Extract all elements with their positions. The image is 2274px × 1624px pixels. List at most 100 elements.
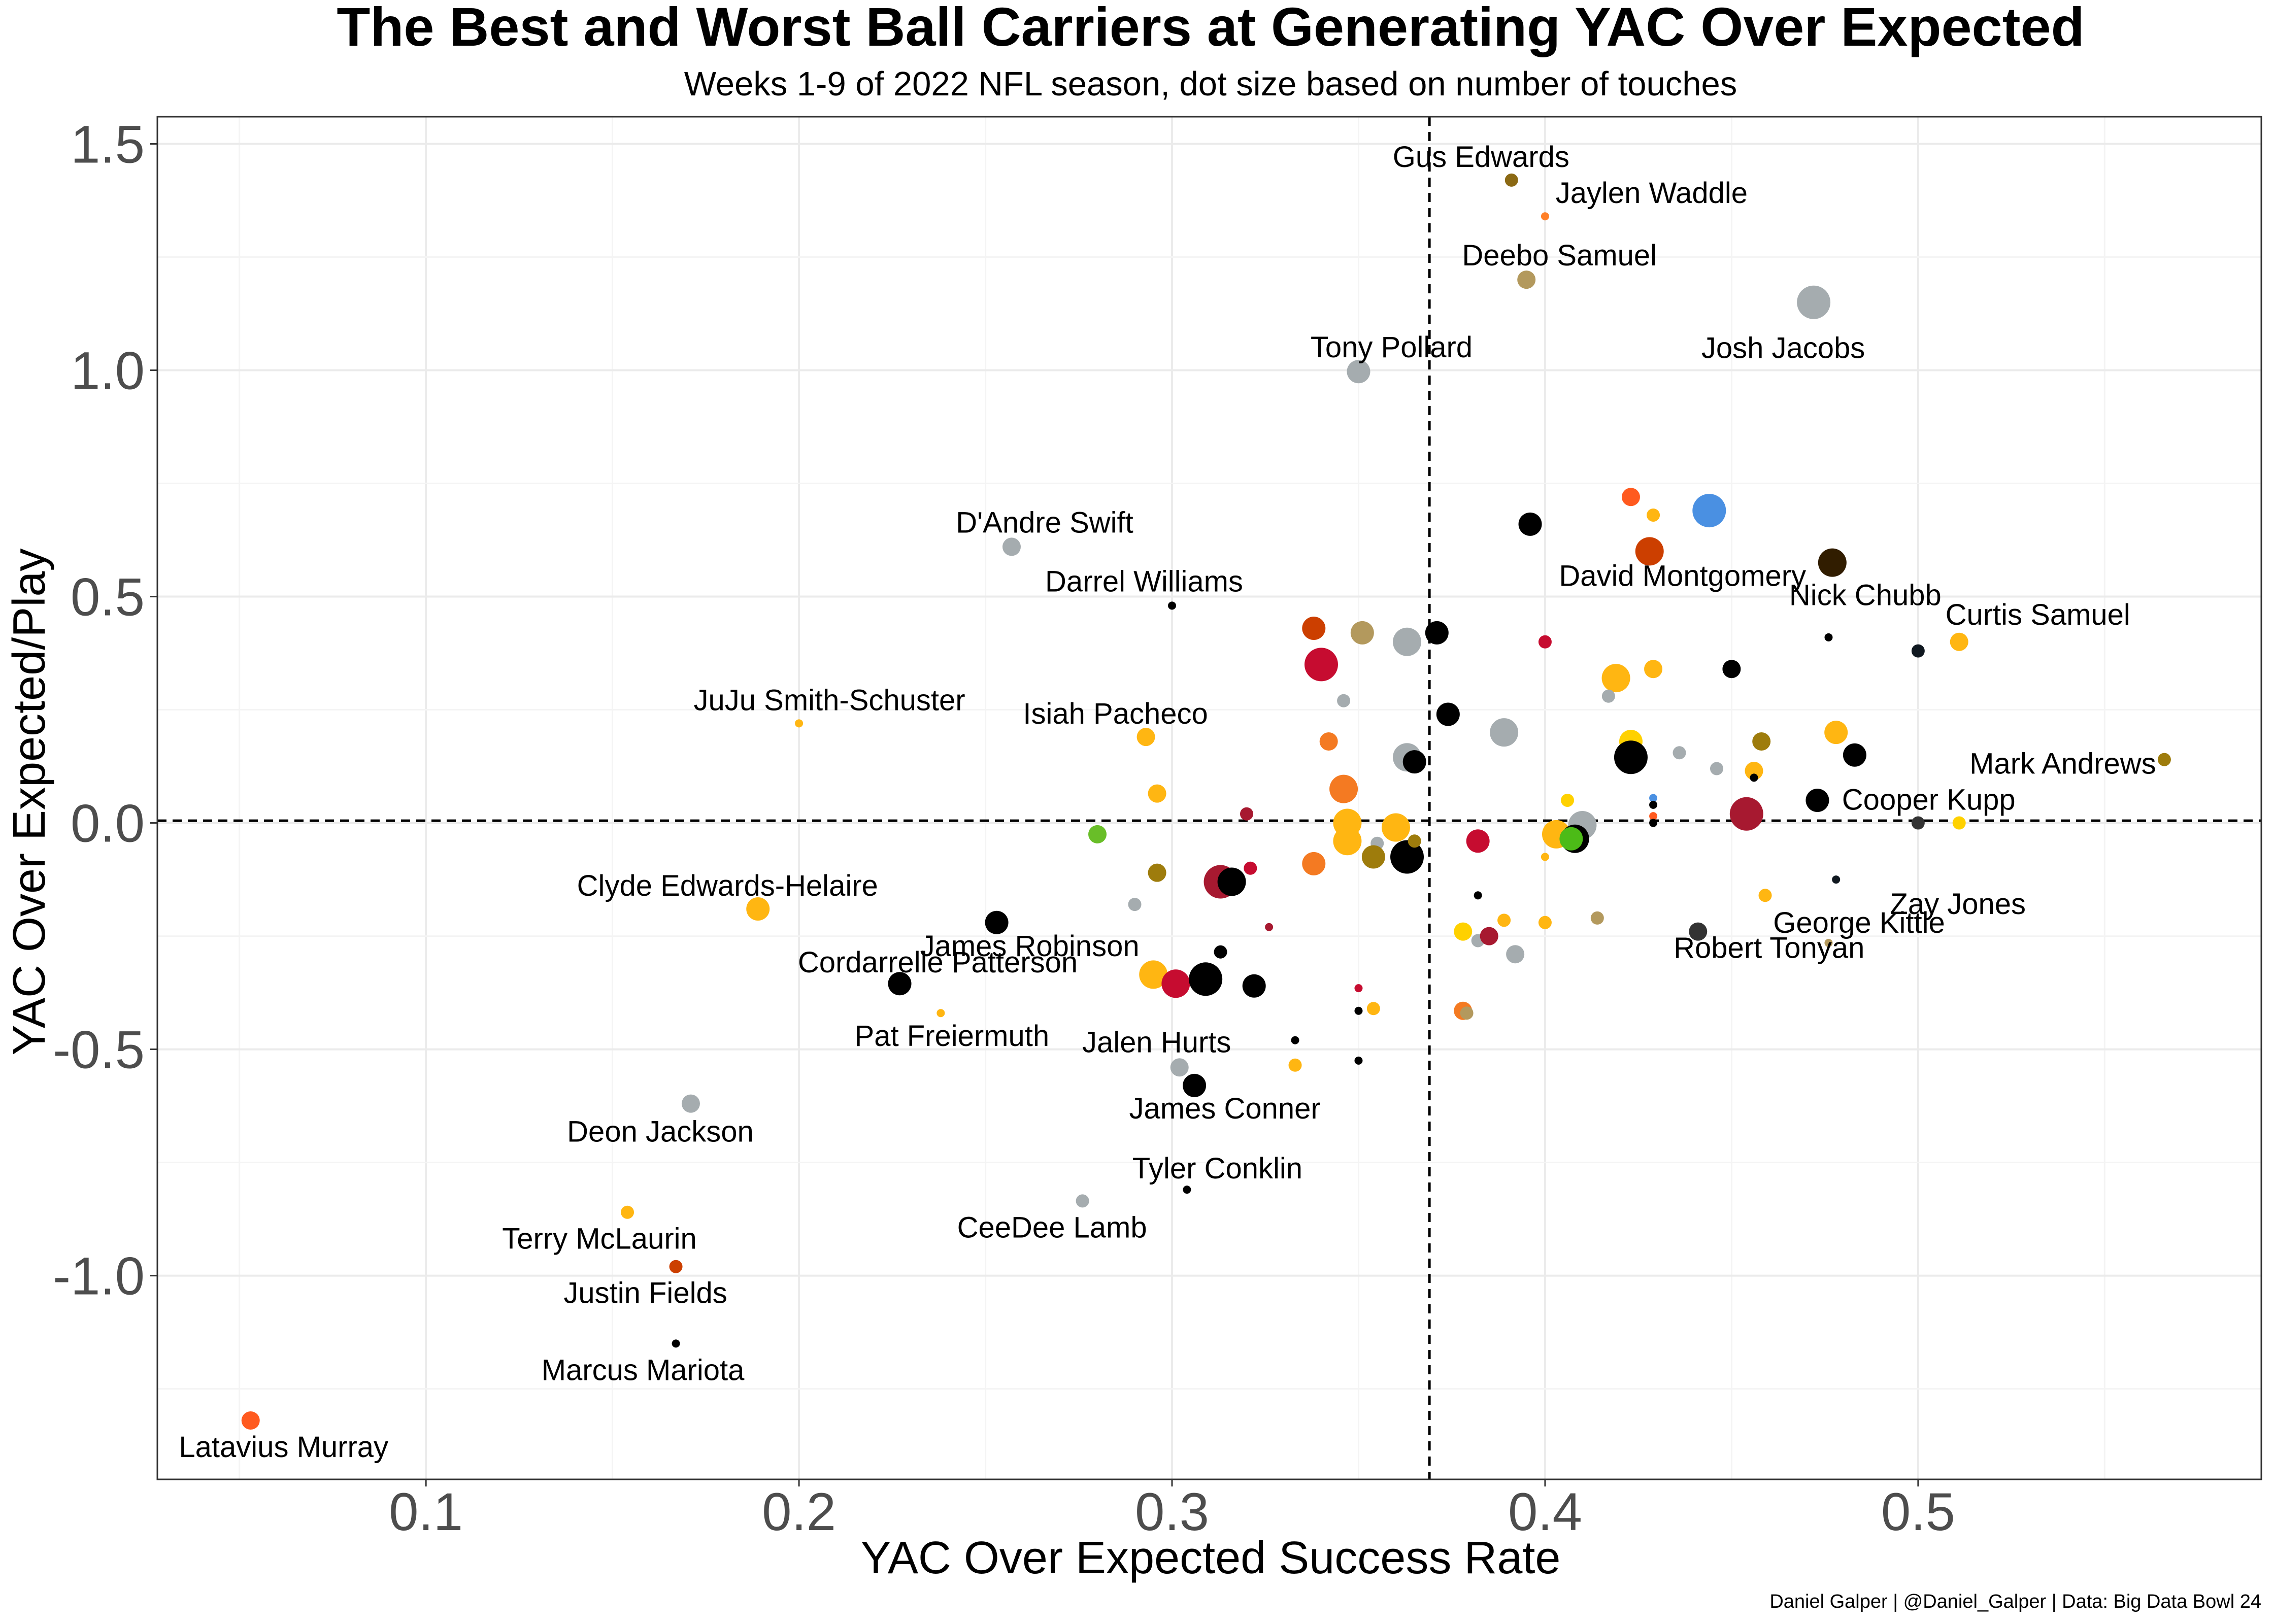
data-point [2157, 753, 2171, 766]
data-point [1750, 773, 1758, 782]
data-point [241, 1411, 260, 1430]
data-point [1832, 875, 1841, 884]
data-point [1911, 644, 1925, 658]
reference-lines [157, 117, 2261, 1479]
data-point [1692, 494, 1726, 528]
data-point [1559, 827, 1583, 851]
data-point [1621, 488, 1640, 506]
point-label: George Kittle [1773, 906, 1945, 939]
data-point [1805, 788, 1829, 812]
data-point [1649, 819, 1658, 827]
data-point [1644, 660, 1663, 679]
point-label: Nick Chubb [1789, 579, 1942, 612]
data-point [1480, 927, 1498, 945]
point-label: Jalen Hurts [1082, 1026, 1231, 1059]
x-tick-label: 0.2 [762, 1482, 836, 1542]
data-point [1460, 1006, 1474, 1020]
x-tick-label: 0.1 [389, 1482, 463, 1542]
data-point [1752, 732, 1771, 751]
data-point [1337, 694, 1351, 707]
data-point [1214, 945, 1227, 959]
chart-title: The Best and Worst Ball Carriers at Gene… [337, 0, 2084, 57]
point-label: Josh Jacobs [1701, 332, 1865, 365]
plot-frame [156, 116, 2262, 1480]
data-point [1590, 911, 1604, 925]
data-point [1088, 825, 1107, 843]
data-point [1952, 816, 1966, 830]
data-point [1729, 797, 1763, 831]
data-point [1302, 852, 1326, 875]
point-label: Latavius Murray [179, 1431, 388, 1464]
point-label: Cordarrelle Patterson [798, 946, 1078, 979]
point-label: Darrel Williams [1045, 565, 1243, 598]
data-point [1436, 702, 1460, 726]
data-point [1170, 1058, 1189, 1077]
data-point [1304, 648, 1338, 682]
x-tick-label: 0.5 [1881, 1482, 1955, 1542]
data-point [1189, 962, 1223, 996]
data-point [1148, 863, 1166, 882]
data-points [241, 173, 2171, 1430]
point-label: JuJu Smith-Schuster [694, 684, 965, 717]
point-label: Clyde Edwards-Helaire [577, 869, 878, 902]
point-label: Terry McLaurin [502, 1223, 697, 1256]
data-point [1361, 845, 1385, 869]
data-point [1402, 750, 1426, 774]
data-point [1302, 616, 1326, 640]
point-label: James Conner [1129, 1092, 1321, 1125]
data-point [1381, 813, 1410, 842]
data-point [1541, 212, 1549, 221]
point-label: Marcus Mariota [542, 1354, 745, 1386]
data-point [1518, 512, 1542, 536]
data-point [1758, 889, 1772, 902]
data-point [669, 1260, 683, 1273]
data-point [1710, 762, 1724, 775]
data-point [1183, 1186, 1191, 1194]
data-point [1538, 916, 1552, 929]
point-label: James Robinson [920, 930, 1140, 963]
data-point [1504, 173, 1518, 187]
data-point [1350, 621, 1374, 645]
data-point [1950, 632, 1968, 651]
data-point [1288, 1058, 1302, 1072]
data-point [1217, 867, 1246, 896]
y-tick-label: 1.0 [71, 342, 145, 401]
data-point [681, 1094, 700, 1113]
data-point [1506, 945, 1525, 964]
data-point [888, 972, 912, 996]
y-axis-title: YAC Over Expected/Play [4, 549, 55, 1056]
point-label: Tony Pollard [1311, 331, 1473, 364]
point-label: D'Andre Swift [956, 506, 1133, 539]
y-tick-label: 0.5 [71, 568, 145, 627]
data-point [1745, 761, 1763, 780]
point-label: Justin Fields [563, 1277, 727, 1310]
grid [157, 117, 2261, 1479]
y-tick-label: 1.5 [71, 115, 145, 175]
data-point [1673, 746, 1686, 760]
point-label: Cooper Kupp [1842, 784, 2016, 817]
data-point [1497, 913, 1511, 927]
data-point [1824, 721, 1848, 745]
data-point [1139, 960, 1168, 989]
chart-subtitle: Weeks 1-9 of 2022 NFL season, dot size b… [684, 65, 1737, 103]
point-label: Isiah Pacheco [1023, 697, 1208, 730]
data-point [1649, 812, 1658, 821]
data-point [1128, 898, 1142, 911]
data-point [1517, 270, 1536, 289]
data-point [1649, 794, 1658, 802]
data-point [1538, 635, 1552, 649]
data-point [1541, 853, 1549, 861]
point-label: Deon Jackson [567, 1115, 754, 1148]
data-point [1347, 360, 1370, 384]
data-point [1614, 740, 1648, 774]
data-point [1635, 537, 1664, 566]
data-point [937, 1009, 945, 1018]
data-point [672, 1339, 680, 1348]
point-label: Curtis Samuel [1946, 598, 2130, 631]
data-point [1148, 784, 1166, 803]
point-label: Jaylen Waddle [1556, 177, 1748, 210]
data-point [1136, 728, 1155, 747]
axis-ticks: 0.1 0.2 0.3 0.4 0.5 -1.0 -0.5 0.0 0.5 1.0 1.5 [53, 115, 1955, 1542]
data-point [1168, 601, 1177, 610]
